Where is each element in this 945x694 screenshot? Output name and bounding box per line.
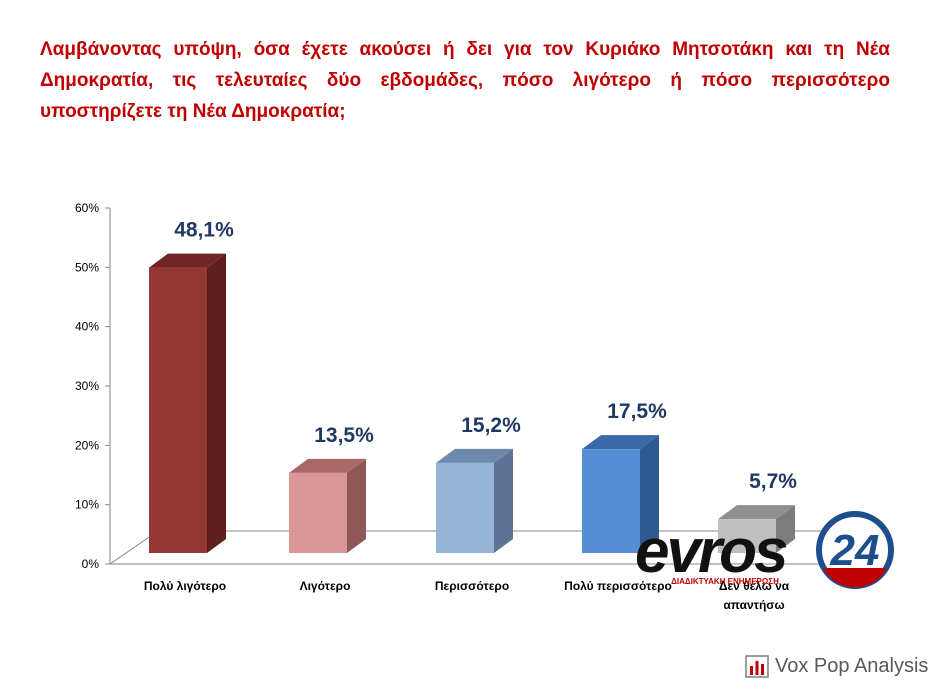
survey-question: Λαμβάνοντας υπόψη, όσα έχετε ακούσει ή δ… bbox=[40, 39, 890, 122]
bar-side bbox=[494, 448, 513, 553]
data-label: 48,1% bbox=[174, 219, 234, 242]
data-label: 13,5% bbox=[314, 424, 374, 447]
bar-side bbox=[640, 435, 659, 553]
x-tick-label: Δεν θέλω να bbox=[719, 579, 790, 593]
bar-top bbox=[149, 253, 226, 268]
watermark-badge-arc bbox=[823, 568, 887, 588]
bar-front bbox=[436, 462, 494, 553]
bar-front bbox=[149, 267, 207, 553]
watermark-tagline: ΔΙΑΔΙΚΤΥΑΚΗ ΕΝΗΜΕΡΩΣΗ bbox=[671, 577, 779, 586]
data-label: 5,7% bbox=[749, 470, 797, 493]
chart-labels: 48,1% Πολύ λιγότερο 13,5% Λιγότερο 15,2% Περι… bbox=[144, 219, 797, 612]
y-tick-label: 30% bbox=[75, 379, 99, 393]
bar-side bbox=[776, 505, 795, 553]
bar-front bbox=[289, 472, 347, 553]
bar bbox=[718, 505, 795, 553]
logo-text: Vox Pop Analysis bbox=[775, 654, 929, 677]
bar-side bbox=[207, 253, 226, 553]
y-tick-label: 50% bbox=[75, 260, 99, 274]
y-tick-label: 10% bbox=[75, 498, 99, 512]
bar bbox=[582, 435, 659, 553]
bar-chart-icon bbox=[745, 655, 769, 678]
y-tick-label: 20% bbox=[75, 438, 99, 452]
x-tick-label: Λιγότερο bbox=[300, 579, 351, 593]
bar-top bbox=[436, 448, 513, 463]
x-tick-label: Πολύ περισσότερο bbox=[564, 579, 672, 593]
bar-front bbox=[582, 449, 640, 553]
bar-top bbox=[718, 505, 795, 520]
watermark-number: 24 bbox=[830, 526, 880, 575]
bar-top bbox=[289, 458, 366, 473]
bar bbox=[149, 253, 226, 553]
x-tick-label: απαντήσω bbox=[723, 598, 784, 612]
bar-front bbox=[718, 519, 776, 553]
bar-side bbox=[347, 458, 366, 553]
bar bbox=[289, 458, 366, 553]
y-tick-label: 40% bbox=[75, 320, 99, 334]
data-label: 17,5% bbox=[607, 400, 667, 423]
y-tick-label: 0% bbox=[82, 557, 100, 571]
vox-pop-logo: Vox Pop Analysis bbox=[745, 652, 928, 680]
y-tick-label: 60% bbox=[75, 201, 99, 215]
data-label: 15,2% bbox=[461, 414, 521, 437]
watermark-brand: evros bbox=[635, 517, 787, 586]
chart-bars bbox=[149, 253, 795, 553]
bar-top bbox=[582, 435, 659, 450]
x-tick-label: Περισσότερο bbox=[435, 579, 509, 593]
x-tick-label: Πολύ λιγότερο bbox=[144, 579, 226, 593]
evros24-watermark: evros 24 ΔΙΑΔΙΚΤΥΑΚΗ ΕΝΗΜΕΡΩΣΗ bbox=[635, 511, 894, 589]
bar bbox=[436, 448, 513, 553]
